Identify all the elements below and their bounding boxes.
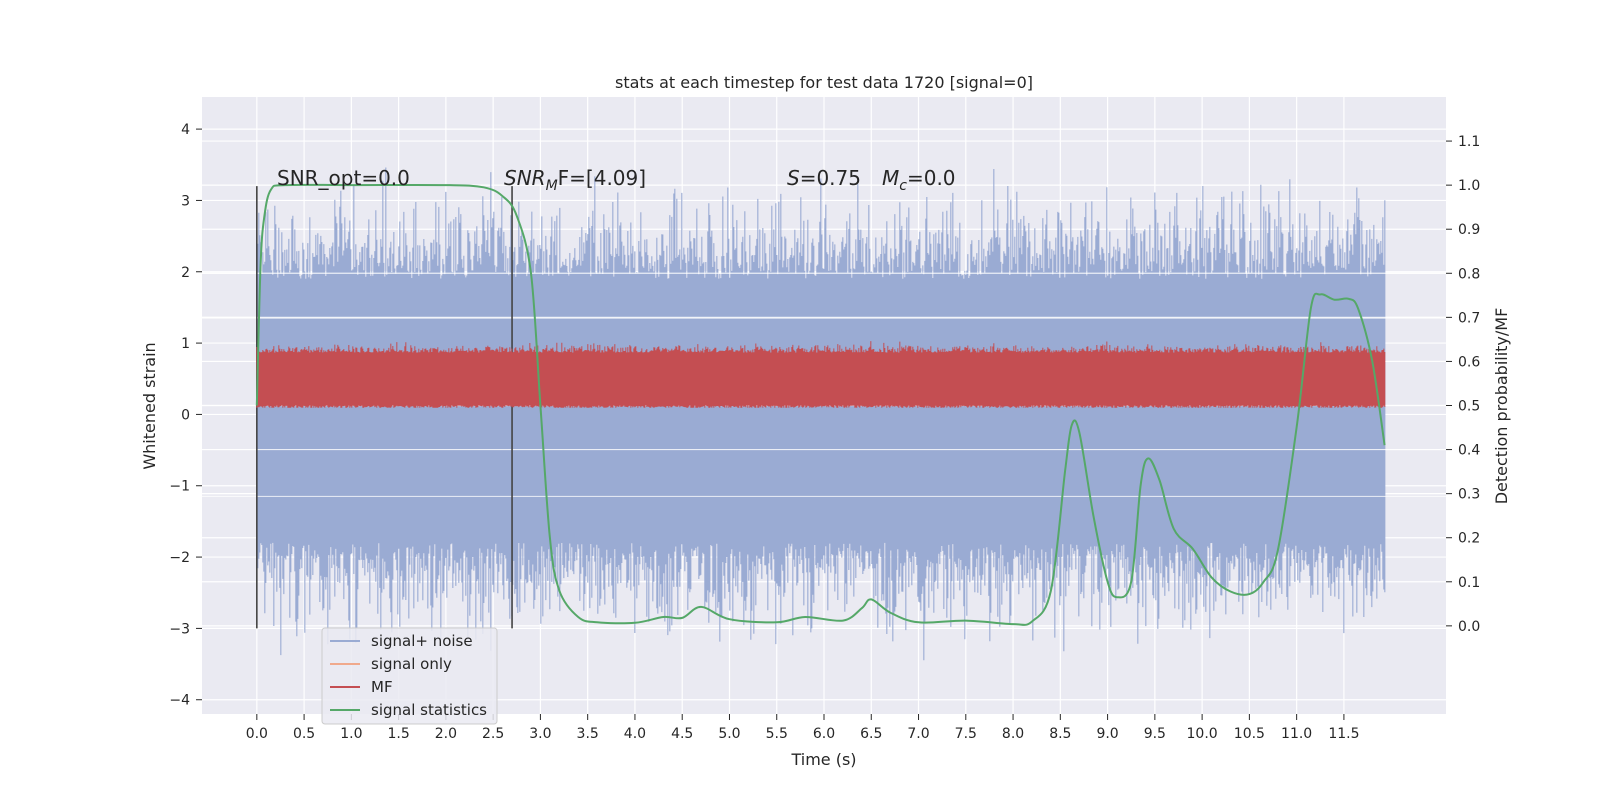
y-axis-right: 1.1 1.0 0.9 0.8 0.7 0.6 0.5 0.4 0.3 0.2 0.1 0.0 [1446, 134, 1480, 635]
x-tick-label: 4.0 [624, 726, 646, 742]
y-axis-right-label: Detection probability/MF [1492, 308, 1511, 505]
x-tick-label: 0.5 [293, 726, 315, 742]
x-tick-label: 2.5 [482, 726, 504, 742]
snr-opt-annotation: SNR_opt=0.0 [277, 166, 410, 190]
legend-label-signal-statistics: signal statistics [371, 701, 487, 719]
legend-label-mf: MF [371, 678, 393, 696]
y-right-tick-label: 0.7 [1458, 310, 1480, 326]
x-tick-label: 6.0 [813, 726, 835, 742]
legend-label-signal-only: signal only [371, 655, 452, 673]
s-annotation: S=0.75 [787, 166, 861, 190]
x-tick-label: 10.5 [1234, 726, 1265, 742]
y-right-tick-label: 1.0 [1458, 178, 1480, 194]
x-tick-label: 1.5 [387, 726, 409, 742]
x-tick-label: 7.0 [907, 726, 929, 742]
snr-mf-annotation: SNRMF=[4.09] [504, 166, 646, 194]
x-tick-label: 5.5 [766, 726, 788, 742]
mc-sub: c [899, 178, 907, 194]
y-tick-label: −2 [169, 550, 190, 566]
y-tick-label: −3 [169, 621, 190, 637]
mc-value: =0.0 [907, 166, 956, 190]
y-right-tick-label: 0.8 [1458, 266, 1480, 282]
legend-box [321, 627, 498, 725]
y-tick-label: 4 [181, 122, 190, 138]
x-tick-label: 1.0 [340, 726, 362, 742]
x-tick-label: 3.5 [577, 726, 599, 742]
s-value: =0.75 [800, 166, 861, 190]
mc-annotation: Mc=0.0 [882, 166, 956, 194]
signal-statistics-series [255, 183, 1386, 626]
y-right-tick-label: 0.1 [1458, 575, 1480, 591]
y-tick-label: 1 [181, 336, 190, 352]
x-tick-label: 8.0 [1002, 726, 1024, 742]
y-right-tick-label: 0.3 [1458, 487, 1480, 503]
mf-series [256, 341, 1386, 408]
x-tick-label: 11.0 [1281, 726, 1312, 742]
x-tick-label: 10.0 [1187, 726, 1218, 742]
y-right-tick-label: 0.0 [1458, 619, 1480, 635]
y-right-tick-label: 0.4 [1458, 443, 1480, 459]
mf-trace [256, 341, 1386, 408]
y-tick-label: 0 [181, 407, 190, 423]
x-tick-label: 8.5 [1049, 726, 1071, 742]
x-axis-label: Time (s) [790, 750, 856, 769]
y-right-tick-label: 1.1 [1458, 134, 1480, 150]
x-tick-label: 9.5 [1144, 726, 1166, 742]
x-tick-label: 9.0 [1096, 726, 1118, 742]
x-tick-label: 6.5 [860, 726, 882, 742]
signal-statistics-line [255, 183, 1386, 626]
signal-noise-series [202, 167, 1446, 661]
y-right-tick-label: 0.2 [1458, 531, 1480, 547]
y-tick-label: 2 [181, 265, 190, 281]
y-right-tick-label: 0.9 [1458, 222, 1480, 238]
y-axis-label: Whitened strain [140, 342, 159, 469]
chart-title: stats at each timestep for test data 172… [615, 73, 1033, 92]
x-tick-label: 7.5 [955, 726, 977, 742]
y-tick-label: −1 [169, 479, 190, 495]
x-axis: 0.0 0.5 1.0 1.5 2.0 2.5 3.0 3.5 4.0 4.5 5.0 5.5 6.0 6… [246, 714, 1359, 742]
legend-label-signal-noise: signal+ noise [371, 632, 473, 650]
s-label: S [787, 166, 800, 190]
x-tick-label: 2.0 [435, 726, 457, 742]
snr-mf-base: SNR [504, 166, 546, 190]
y-right-tick-label: 0.6 [1458, 354, 1480, 370]
x-tick-label: 5.0 [718, 726, 740, 742]
x-tick-label: 4.5 [671, 726, 693, 742]
y-right-tick-label: 0.5 [1458, 399, 1480, 415]
legend: signal+ noise signal only MF signal stat… [321, 627, 498, 725]
snr-mf-sub: M [546, 178, 558, 194]
mc-base: M [882, 166, 899, 190]
x-tick-label: 11.5 [1328, 726, 1359, 742]
x-tick-label: 3.0 [529, 726, 551, 742]
x-tick-label: 0.0 [246, 726, 268, 742]
snr-mf-rest: F=[4.09] [558, 166, 646, 190]
y-tick-label: 3 [181, 193, 190, 209]
y-axis-left: 4 3 2 1 0 −1 −2 −3 −4 [169, 122, 202, 709]
y-tick-label: −4 [169, 693, 190, 709]
